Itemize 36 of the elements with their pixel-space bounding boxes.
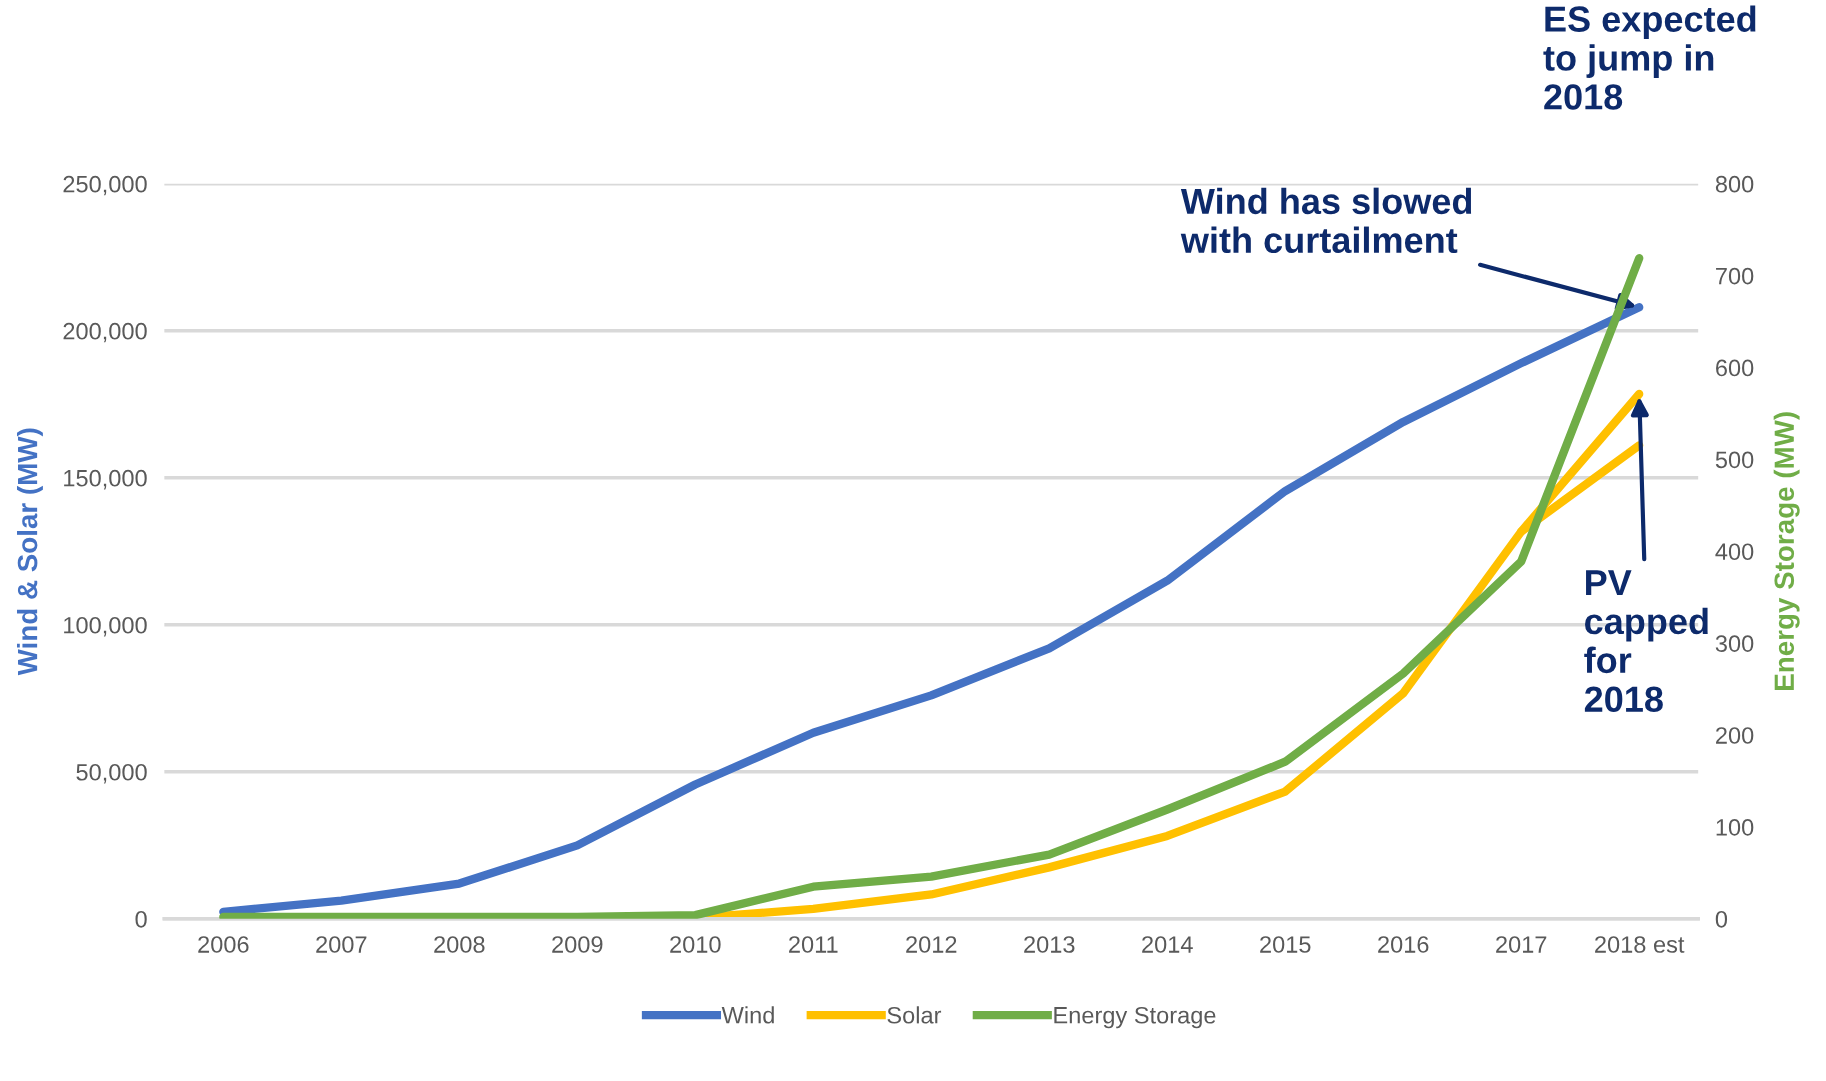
annotation: Wind has slowed with curtailment xyxy=(1180,187,1472,254)
y-axis-title: Wind & Solar (MW) xyxy=(17,428,43,676)
x-tick-label: 2008 xyxy=(434,936,485,953)
y2-tick-label: 200 xyxy=(1716,727,1754,744)
x-tick-label: 2018 est xyxy=(1595,936,1685,953)
y-tick-label: 0 xyxy=(135,910,147,928)
y2-tick-label: 500 xyxy=(1715,451,1754,469)
x-tick-label: 2014 xyxy=(1142,936,1193,953)
legend-label: Solar xyxy=(887,1006,942,1024)
y2-tick-label: 700 xyxy=(1716,267,1754,285)
legend-label: Wind xyxy=(721,1006,774,1024)
y2-tick-label: 600 xyxy=(1716,359,1754,377)
x-tick-label: 2015 xyxy=(1260,936,1311,953)
y-tick-label: 250,000 xyxy=(63,175,147,196)
y2-tick-label: 400 xyxy=(1715,543,1754,561)
y2-tick-label: 100 xyxy=(1716,819,1754,836)
legend-label: Energy Storage xyxy=(1054,1006,1216,1029)
x-tick-label: 2009 xyxy=(552,936,603,953)
y2-axis-title: Energy Storage (MW) xyxy=(1773,412,1800,690)
y-tick-label: 150,000 xyxy=(64,469,147,490)
y-tick-label: 100,000 xyxy=(64,616,147,637)
y2-tick-label: 800 xyxy=(1715,175,1754,193)
x-tick-label: 2006 xyxy=(198,936,249,953)
text: ES expected to jump in 2018 xyxy=(1543,5,1756,110)
y-tick-label: 50,000 xyxy=(76,763,147,784)
y-tick-label: 200,000 xyxy=(63,322,147,343)
y2-tick-label: 300 xyxy=(1715,635,1754,652)
x-tick-label: 2012 xyxy=(906,936,957,953)
x-tick-label: 2010 xyxy=(670,936,721,953)
y2-tick-label: 0 xyxy=(1715,910,1728,928)
x-tick-label: 2013 xyxy=(1024,936,1075,953)
x-tick-label: 2007 xyxy=(316,936,367,953)
x-tick-label: 2016 xyxy=(1378,936,1429,953)
x-tick-label: 2017 xyxy=(1496,936,1547,953)
annotation: PV capped for 2018 xyxy=(1584,570,1708,713)
x-tick-label: 2011 xyxy=(789,936,838,953)
